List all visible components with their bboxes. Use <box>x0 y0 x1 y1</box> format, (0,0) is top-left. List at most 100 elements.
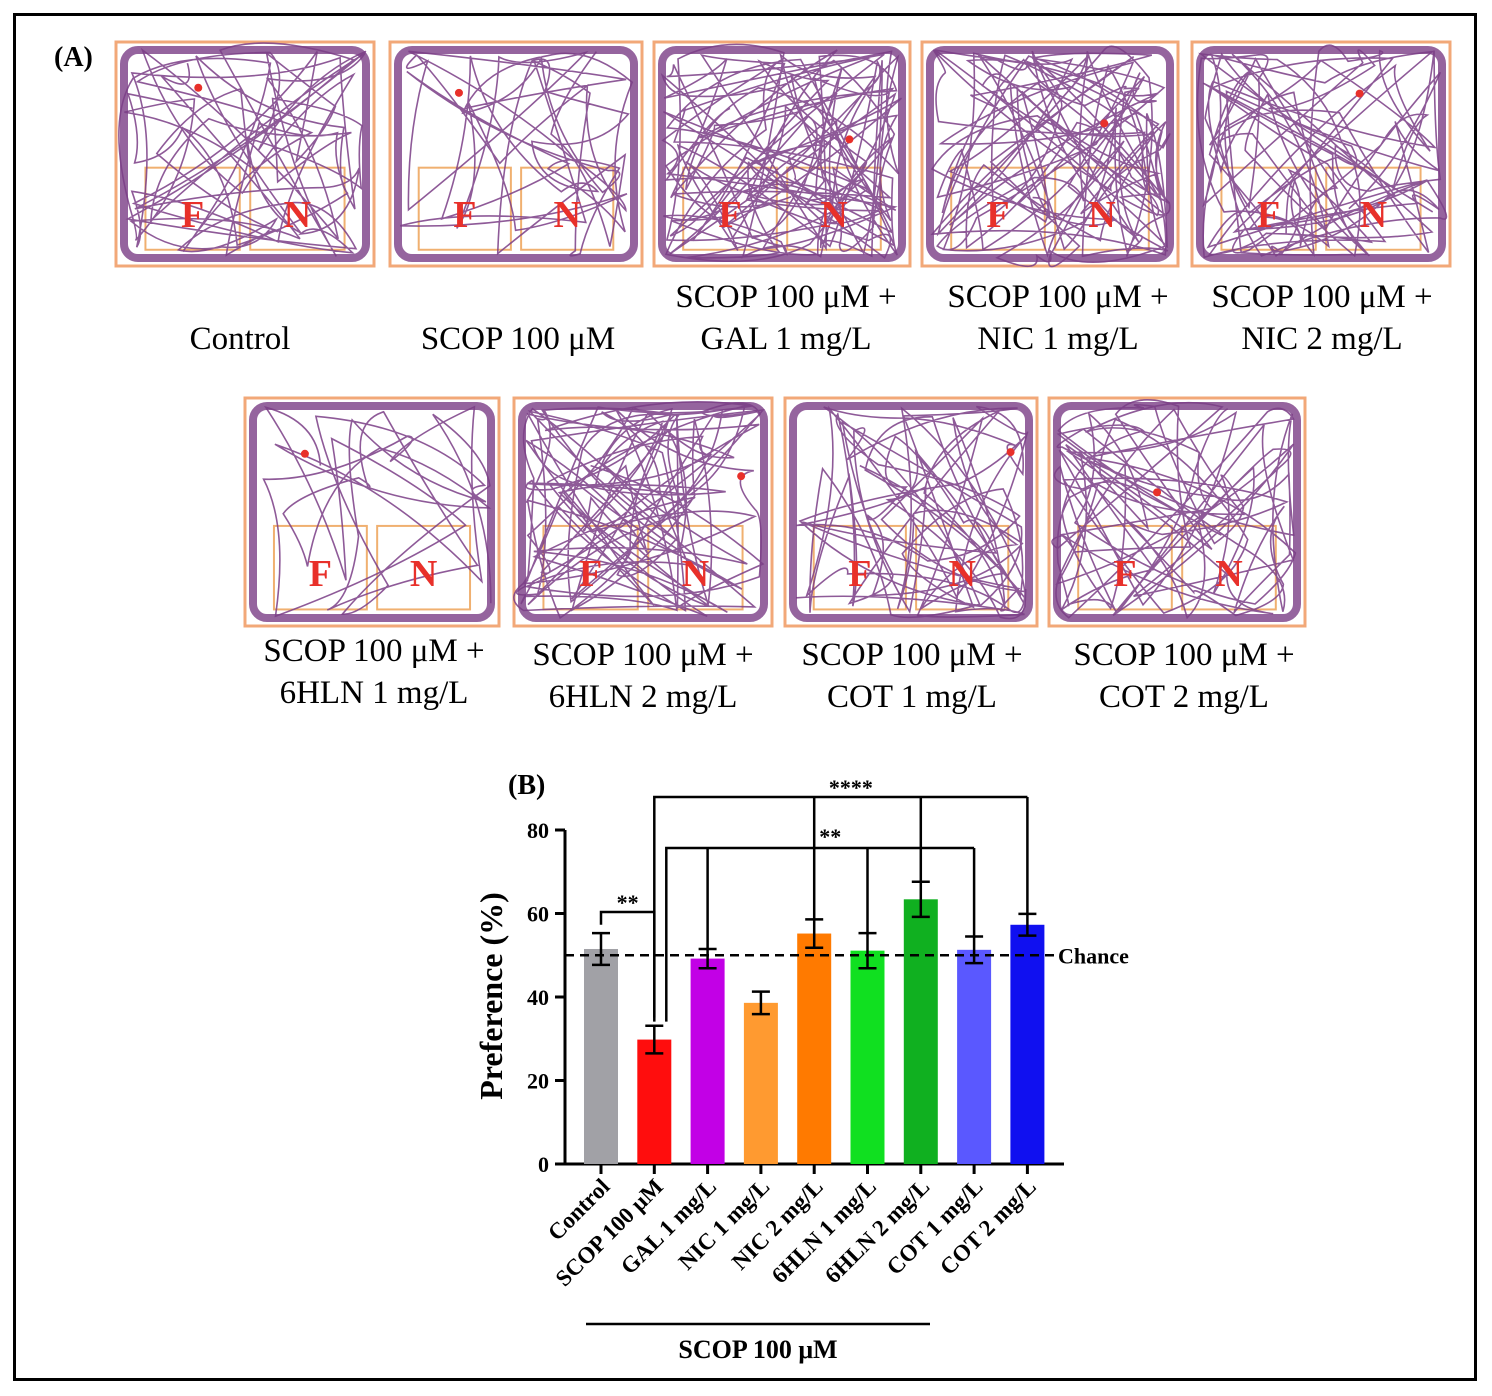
wall-trace <box>1196 46 1446 262</box>
novel-label: N <box>284 194 311 236</box>
y-tick-label: 40 <box>527 985 549 1010</box>
wall-trace <box>789 402 1033 622</box>
familiar-label: F <box>718 194 741 236</box>
position-marker <box>1153 488 1162 497</box>
familiar-zone <box>417 166 512 251</box>
movement-path <box>660 43 903 263</box>
bar-6 <box>850 950 885 1164</box>
caption-line-1: Control <box>189 321 291 357</box>
significance-bracket <box>653 795 1028 1022</box>
panel-a-label: (A) <box>54 42 93 73</box>
wall-trace <box>658 46 906 262</box>
movement-path <box>930 45 1171 268</box>
position-marker <box>1006 448 1015 457</box>
novel-label: N <box>553 194 580 236</box>
wall-trace <box>120 46 370 262</box>
track-caption-8: SCOP 100 μM + COT 1 mg/L <box>712 634 1112 718</box>
caption-line-2: 6HLN 2 mg/L <box>548 679 738 715</box>
significance-label: ** <box>617 890 639 915</box>
track-caption-9: SCOP 100 μM + COT 2 mg/L <box>984 634 1384 718</box>
significance-bracket <box>665 846 975 1022</box>
wall-trace <box>926 46 1174 262</box>
familiar-label: F <box>1113 553 1136 595</box>
track-caption-2: SCOP 100 μM <box>318 318 718 360</box>
position-marker <box>1100 119 1109 128</box>
significance-label: ** <box>819 824 841 849</box>
track-caption-7: SCOP 100 μM + 6HLN 2 mg/L <box>443 634 843 718</box>
familiar-label: F <box>309 553 332 595</box>
bar-4 <box>743 1002 778 1164</box>
track-caption-3: SCOP 100 μM + GAL 1 mg/L <box>586 276 986 360</box>
bar-5 <box>797 933 832 1164</box>
familiar-label: F <box>453 194 476 236</box>
caption-line-2: COT 2 mg/L <box>1099 679 1269 715</box>
caption-line-1: SCOP 100 μM + <box>947 279 1169 315</box>
novel-zone <box>520 166 615 251</box>
familiar-zone <box>272 524 368 611</box>
caption-line-1: SCOP 100 μM + <box>263 633 485 669</box>
wall-trace <box>518 402 768 622</box>
bar-3 <box>690 958 725 1164</box>
y-tick-label: 0 <box>538 1152 549 1177</box>
chance-label: Chance <box>1058 943 1129 968</box>
caption-line-2: NIC 2 mg/L <box>1241 321 1403 357</box>
novel-label: N <box>1215 553 1242 595</box>
familiar-label: F <box>181 194 204 236</box>
position-marker <box>737 472 746 481</box>
novel-label: N <box>682 553 709 595</box>
caption-line-1: SCOP 100 μM + <box>1073 637 1295 673</box>
caption-line-1: SCOP 100 μM + <box>675 279 897 315</box>
figure-frame <box>13 13 1477 1381</box>
caption-line-2: 6HLN 1 mg/L <box>279 675 469 711</box>
wall-trace <box>1053 402 1301 622</box>
arena-border <box>243 396 501 628</box>
position-marker <box>845 135 854 144</box>
caption-line-1: SCOP 100 μM + <box>1211 279 1433 315</box>
panel-b-label: (B) <box>508 770 545 801</box>
movement-path <box>1051 399 1297 620</box>
bar-2 <box>637 1039 672 1164</box>
familiar-label: F <box>579 553 602 595</box>
y-axis-label: Preference (%) <box>473 892 509 1100</box>
track-caption-5: SCOP 100 μM + NIC 2 mg/L <box>1122 276 1492 360</box>
position-marker <box>300 449 309 458</box>
significance-label: **** <box>829 775 873 800</box>
bar-8 <box>957 949 992 1164</box>
movement-path <box>400 50 634 257</box>
position-marker <box>1355 89 1364 98</box>
group-label: SCOP 100 μM <box>678 1335 837 1364</box>
caption-line-1: SCOP 100 μM + <box>532 637 754 673</box>
movement-path <box>513 400 765 620</box>
familiar-label: F <box>1257 194 1280 236</box>
novel-label: N <box>410 553 437 595</box>
y-tick-label: 60 <box>527 902 549 927</box>
y-tick-label: 80 <box>527 818 549 843</box>
y-tick-label: 20 <box>527 1069 549 1094</box>
novel-label: N <box>948 553 975 595</box>
familiar-label: F <box>986 194 1009 236</box>
track-caption-1: Control <box>40 318 440 360</box>
novel-label: N <box>1088 194 1115 236</box>
wall-trace <box>394 46 638 262</box>
track-caption-4: SCOP 100 μM + NIC 1 mg/L <box>858 276 1258 360</box>
wall-trace <box>249 402 495 622</box>
novel-label: N <box>820 194 847 236</box>
bar-1 <box>584 948 618 1164</box>
caption-line-2: NIC 1 mg/L <box>977 321 1139 357</box>
bar-9 <box>1010 924 1045 1164</box>
track-caption-6: SCOP 100 μM + 6HLN 1 mg/L <box>174 630 574 714</box>
caption-line-1: SCOP 100 μM <box>420 321 616 357</box>
caption-line-2: GAL 1 mg/L <box>700 321 872 357</box>
novel-zone <box>1325 166 1422 251</box>
movement-path <box>1196 44 1448 259</box>
